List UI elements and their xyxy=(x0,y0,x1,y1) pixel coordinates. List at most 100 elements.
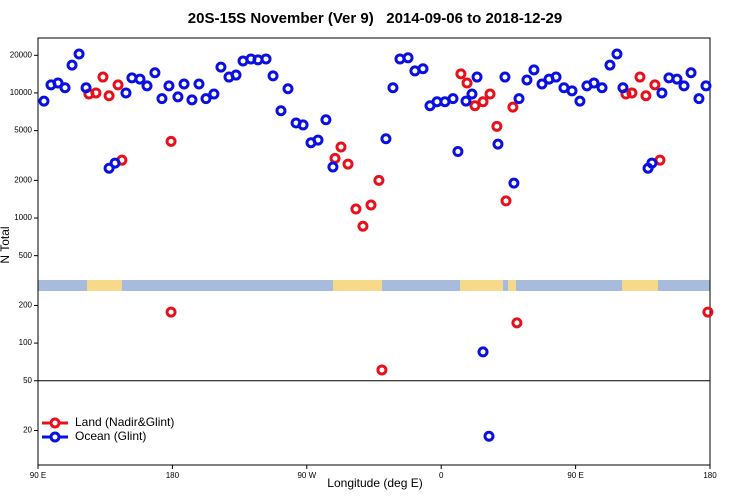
point xyxy=(350,203,362,215)
point xyxy=(604,59,616,71)
y-axis-label: N Total xyxy=(0,226,12,263)
point xyxy=(550,71,562,83)
point xyxy=(417,63,429,75)
point xyxy=(215,61,227,73)
y-tick-label: 200 xyxy=(19,301,33,310)
point xyxy=(109,157,121,169)
point xyxy=(73,48,85,60)
point xyxy=(297,119,309,131)
point xyxy=(200,93,212,105)
point xyxy=(230,69,242,81)
point xyxy=(335,141,347,153)
point xyxy=(455,68,467,80)
point xyxy=(156,93,168,105)
point xyxy=(693,93,705,105)
point xyxy=(477,96,489,108)
point xyxy=(172,91,184,103)
point xyxy=(640,90,652,102)
point xyxy=(329,152,341,164)
point xyxy=(500,195,512,207)
point xyxy=(52,77,64,89)
land-band xyxy=(333,280,382,291)
point xyxy=(342,158,354,170)
point xyxy=(178,78,190,90)
y-tick-label: 20 xyxy=(23,426,32,435)
point xyxy=(678,80,690,92)
land-band xyxy=(460,280,503,291)
point xyxy=(477,346,489,358)
point xyxy=(365,199,377,211)
point xyxy=(484,88,496,100)
point xyxy=(513,93,525,105)
point xyxy=(387,82,399,94)
point xyxy=(165,306,177,318)
point xyxy=(112,79,124,91)
point xyxy=(376,364,388,376)
point xyxy=(521,74,533,86)
y-tick-label: 50 xyxy=(23,376,32,385)
point xyxy=(312,134,324,146)
y-tick-label: 20000 xyxy=(10,50,33,59)
point xyxy=(380,133,392,145)
point xyxy=(528,64,540,76)
point xyxy=(327,161,339,173)
point xyxy=(149,67,161,79)
point xyxy=(320,114,332,126)
point xyxy=(373,174,385,186)
point xyxy=(452,146,464,158)
point xyxy=(90,87,102,99)
point xyxy=(134,73,146,85)
point xyxy=(656,87,668,99)
y-tick-label: 2000 xyxy=(14,175,32,184)
x-axis-label: Longitude (deg E) xyxy=(327,476,422,490)
legend-marker xyxy=(49,417,61,429)
point xyxy=(574,95,586,107)
point xyxy=(260,53,272,65)
point xyxy=(402,52,414,64)
point xyxy=(685,67,697,79)
point xyxy=(483,430,495,442)
point xyxy=(80,82,92,94)
point xyxy=(461,77,473,89)
point xyxy=(507,101,519,113)
land-band xyxy=(508,280,516,291)
y-tick-label: 500 xyxy=(19,251,33,260)
point xyxy=(460,95,472,107)
point xyxy=(611,48,623,60)
point xyxy=(466,88,478,100)
point xyxy=(671,73,683,85)
x-tick-label: 90 W xyxy=(297,471,316,480)
point xyxy=(626,87,638,99)
point xyxy=(492,138,504,150)
point xyxy=(566,85,578,97)
point xyxy=(165,135,177,147)
point xyxy=(447,93,459,105)
point xyxy=(186,94,198,106)
y-tick-label: 100 xyxy=(19,338,33,347)
legend-label: Land (Nadir&Glint) xyxy=(75,415,174,429)
x-tick-label: 90 E xyxy=(567,471,583,480)
point xyxy=(141,80,153,92)
y-tick-label: 1000 xyxy=(14,213,32,222)
land-band xyxy=(87,280,122,291)
point xyxy=(208,88,220,100)
plot-frame xyxy=(37,37,711,466)
legend-label: Ocean (Glint) xyxy=(75,429,146,443)
point xyxy=(163,80,175,92)
point xyxy=(617,82,629,94)
point xyxy=(97,71,109,83)
point xyxy=(499,71,511,83)
x-tick-label: 90 E xyxy=(30,471,46,480)
point xyxy=(103,90,115,102)
point xyxy=(103,162,115,174)
point xyxy=(275,105,287,117)
point xyxy=(646,157,658,169)
point xyxy=(38,95,50,107)
point xyxy=(59,82,71,94)
point xyxy=(508,177,520,189)
point xyxy=(588,77,600,89)
point xyxy=(596,82,608,94)
x-tick-label: 180 xyxy=(703,471,717,480)
